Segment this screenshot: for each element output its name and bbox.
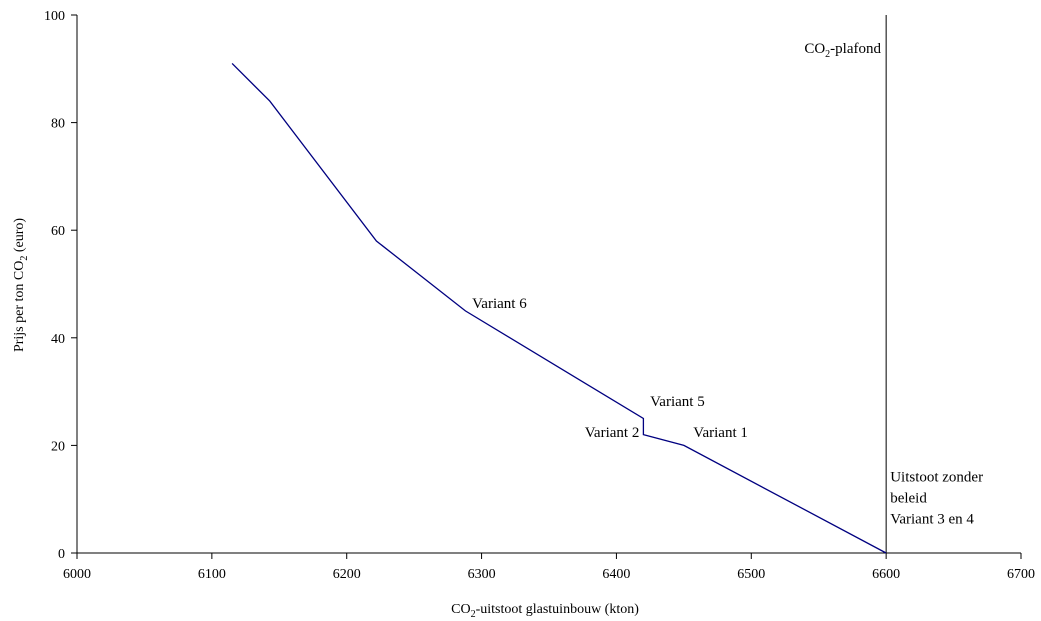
y-axis-title: Prijs per ton CO2 (euro) — [12, 218, 30, 352]
y-tick-label: 20 — [51, 439, 65, 454]
x-tick-label: 6400 — [602, 567, 630, 582]
axes — [76, 15, 1021, 554]
x-tick-label: 6600 — [872, 567, 900, 582]
annotation-label: Variant 2 — [585, 425, 640, 441]
series — [231, 15, 887, 554]
ticks: 6000 6100 6200 6300 6400 6500 6600 6700 0 20 40 60 8… — [44, 9, 1035, 582]
annotation-label: Variant 1 — [693, 425, 748, 441]
y-tick-label: 60 — [51, 224, 65, 239]
annotation-label: Variant 3 en 4 — [890, 511, 974, 527]
annotation-label: Variant 5 — [650, 394, 705, 410]
y-tick-label: 80 — [51, 117, 65, 132]
x-tick-label: 6500 — [737, 567, 765, 582]
annotation-label: Variant 6 — [472, 296, 527, 312]
x-tick-label: 6300 — [468, 567, 496, 582]
co2-plafond-label: CO2-plafond — [804, 41, 881, 60]
annotations: Variant 6 Variant 5 Variant 2 Variant 1 Uits… — [472, 296, 983, 527]
series-line — [231, 62, 887, 554]
y-tick-label: 40 — [51, 332, 65, 347]
annotation-label: beleid — [890, 490, 927, 506]
x-tick-label: 6000 — [63, 567, 91, 582]
annotation-label: Uitstoot zonder — [890, 469, 983, 485]
x-axis-title: CO2-uitstoot glastuinbouw (kton) — [451, 602, 639, 620]
x-tick-label: 6100 — [198, 567, 226, 582]
y-tick-label: 0 — [58, 547, 65, 562]
y-tick-label: 100 — [44, 9, 65, 24]
x-tick-label: 6700 — [1007, 567, 1035, 582]
x-tick-label: 6200 — [333, 567, 361, 582]
